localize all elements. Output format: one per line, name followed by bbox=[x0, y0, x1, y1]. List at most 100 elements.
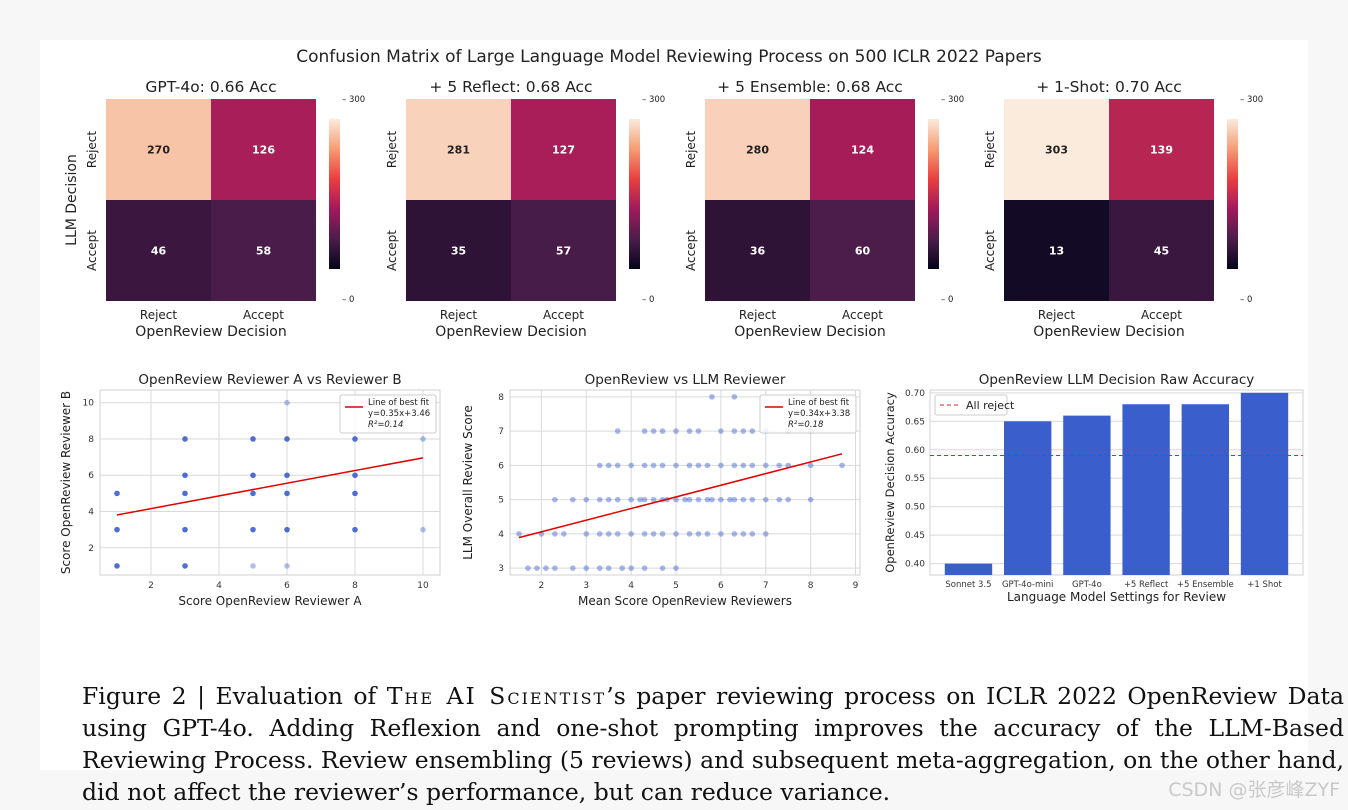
scatter-openreview-vs-llm: 2 3 4 5 6 7 8 9 3 4 5 6 7 8 OpenReview vs LLM Reviewer… bbox=[461, 372, 861, 608]
scatter-point bbox=[182, 526, 188, 533]
scatter-point bbox=[561, 531, 567, 537]
scatter-point bbox=[641, 565, 648, 571]
colorbar bbox=[329, 119, 340, 269]
y-tick-label: 7 bbox=[498, 427, 504, 437]
scatter-point bbox=[596, 496, 603, 503]
scatter-point bbox=[709, 394, 715, 400]
scatter-point bbox=[718, 462, 724, 469]
scatter-point bbox=[114, 563, 120, 569]
scatter-point bbox=[628, 462, 634, 469]
scatter-point bbox=[650, 496, 657, 503]
scatter-point bbox=[641, 531, 648, 537]
x-tick-label: Sonnet 3.5 bbox=[945, 580, 991, 590]
scatter-point bbox=[516, 531, 522, 537]
scatter-point bbox=[182, 490, 188, 497]
scatter-point bbox=[731, 496, 738, 503]
scatter-point bbox=[250, 436, 256, 442]
scatter-point bbox=[740, 496, 747, 503]
heatmap-cell bbox=[1109, 99, 1214, 200]
heatmap-cell bbox=[211, 200, 316, 301]
scatter-point bbox=[695, 428, 702, 434]
y-tick-label: 0.70 bbox=[905, 389, 925, 399]
bar bbox=[1181, 404, 1229, 575]
scatter-point bbox=[619, 565, 625, 571]
heatmap-4: + 1-Shot: 0.70 Acc 303 139 13 45 Reject Accept… bbox=[983, 78, 1263, 340]
colorbar-tick: – 300 bbox=[642, 95, 665, 105]
scatter-point bbox=[807, 496, 814, 503]
heatmap-ytick: Reject bbox=[385, 131, 399, 168]
y-tick-label: 4 bbox=[88, 508, 94, 518]
heatmap-xtick: Accept bbox=[543, 308, 584, 322]
caption-text: ’s paper reviewing process on ICLR 2022 … bbox=[82, 682, 1344, 806]
scatter-point bbox=[583, 565, 590, 571]
y-tick-label: 0.40 bbox=[905, 560, 925, 570]
scatter-point bbox=[673, 462, 679, 469]
scatter-point bbox=[749, 496, 756, 503]
x-tick-label: 8 bbox=[352, 581, 358, 591]
scatter-point bbox=[182, 563, 188, 569]
heatmap-1: GPT-4o: 0.66 Acc 270 126 46 58 Reject Accept Op… bbox=[64, 78, 365, 340]
heatmap-title: + 5 Ensemble: 0.68 Acc bbox=[717, 78, 903, 96]
scatter-point bbox=[686, 428, 693, 434]
scatter-point bbox=[659, 531, 666, 537]
heatmap-cell-label: 46 bbox=[151, 245, 167, 258]
x-tick-label: GPT-4o bbox=[1072, 580, 1102, 590]
scatter-point bbox=[709, 496, 715, 503]
colorbar-tick: – 300 bbox=[342, 95, 365, 105]
heatmap-cell bbox=[211, 99, 316, 200]
heatmap-title: + 5 Reflect: 0.68 Acc bbox=[429, 78, 592, 96]
y-tick-label: 5 bbox=[498, 496, 504, 506]
heatmap-ytick: Reject bbox=[684, 131, 698, 168]
heatmap-xlabel: OpenReview Decision bbox=[1033, 324, 1184, 340]
colorbar-tick: – 300 bbox=[941, 95, 964, 105]
heatmap-cell bbox=[106, 200, 211, 301]
y-tick-label: 8 bbox=[498, 393, 504, 403]
heatmap-ylabel: LLM Decision bbox=[64, 154, 80, 246]
bar bbox=[1063, 415, 1111, 575]
scatter-point bbox=[534, 565, 540, 571]
scatter-point bbox=[695, 496, 702, 503]
scatter-point bbox=[749, 462, 756, 469]
legend-title: Line of best fit bbox=[788, 398, 850, 408]
scatter-point bbox=[641, 462, 648, 469]
heatmap-cell-label: 60 bbox=[855, 245, 871, 258]
scatter-point bbox=[731, 462, 738, 469]
heatmap-ytick: Reject bbox=[983, 131, 997, 168]
scatter-point bbox=[628, 565, 634, 571]
heatmap-cell bbox=[511, 200, 616, 301]
figure-caption: Figure 2 | Evaluation of The AI Scientis… bbox=[82, 680, 1344, 808]
legend-equation: y=0.34x+3.38 bbox=[788, 409, 850, 419]
heatmap-cell-label: 139 bbox=[1150, 144, 1173, 157]
scatter-point bbox=[605, 531, 612, 537]
heatmap-cell-label: 280 bbox=[746, 144, 769, 157]
y-tick-label: 4 bbox=[498, 530, 504, 540]
heatmap-ytick: Reject bbox=[85, 131, 99, 168]
y-tick-label: 8 bbox=[88, 435, 94, 445]
scatter-point bbox=[650, 531, 657, 537]
heatmap-cell-label: 127 bbox=[552, 144, 575, 157]
colorbar-tick: – 0 bbox=[1240, 295, 1252, 305]
scatter-point bbox=[614, 496, 621, 503]
scatter-point bbox=[673, 531, 679, 537]
scatter-point bbox=[583, 531, 590, 537]
scatter-point bbox=[284, 436, 290, 442]
heatmap-cell-label: 58 bbox=[256, 245, 271, 258]
x-tick-label: 8 bbox=[808, 581, 814, 591]
heatmap-xtick: Accept bbox=[1141, 308, 1182, 322]
bar-raw-accuracy: 0.40 0.45 0.50 0.55 0.60 0.65 0.70 Sonnet 3.5 GP… bbox=[883, 372, 1304, 604]
scatter-point bbox=[682, 496, 688, 503]
x-axis-label: Mean Score OpenReview Reviewers bbox=[578, 594, 792, 608]
heatmap-xlabel: OpenReview Decision bbox=[734, 324, 885, 340]
heatmap-cell-label: 126 bbox=[252, 144, 275, 157]
scatter-point bbox=[114, 526, 120, 533]
heatmap-cell-label: 57 bbox=[556, 245, 571, 258]
scatter-point bbox=[762, 531, 769, 537]
chart-title: OpenReview vs LLM Reviewer bbox=[585, 372, 786, 388]
scatter-point bbox=[552, 531, 558, 537]
colorbar bbox=[629, 119, 640, 269]
x-tick-label: 2 bbox=[148, 581, 154, 591]
heatmap-xtick: Reject bbox=[1038, 308, 1075, 322]
heatmap-ytick: Accept bbox=[85, 230, 99, 271]
x-tick-label: 2 bbox=[539, 581, 545, 591]
scatter-point bbox=[605, 462, 612, 469]
